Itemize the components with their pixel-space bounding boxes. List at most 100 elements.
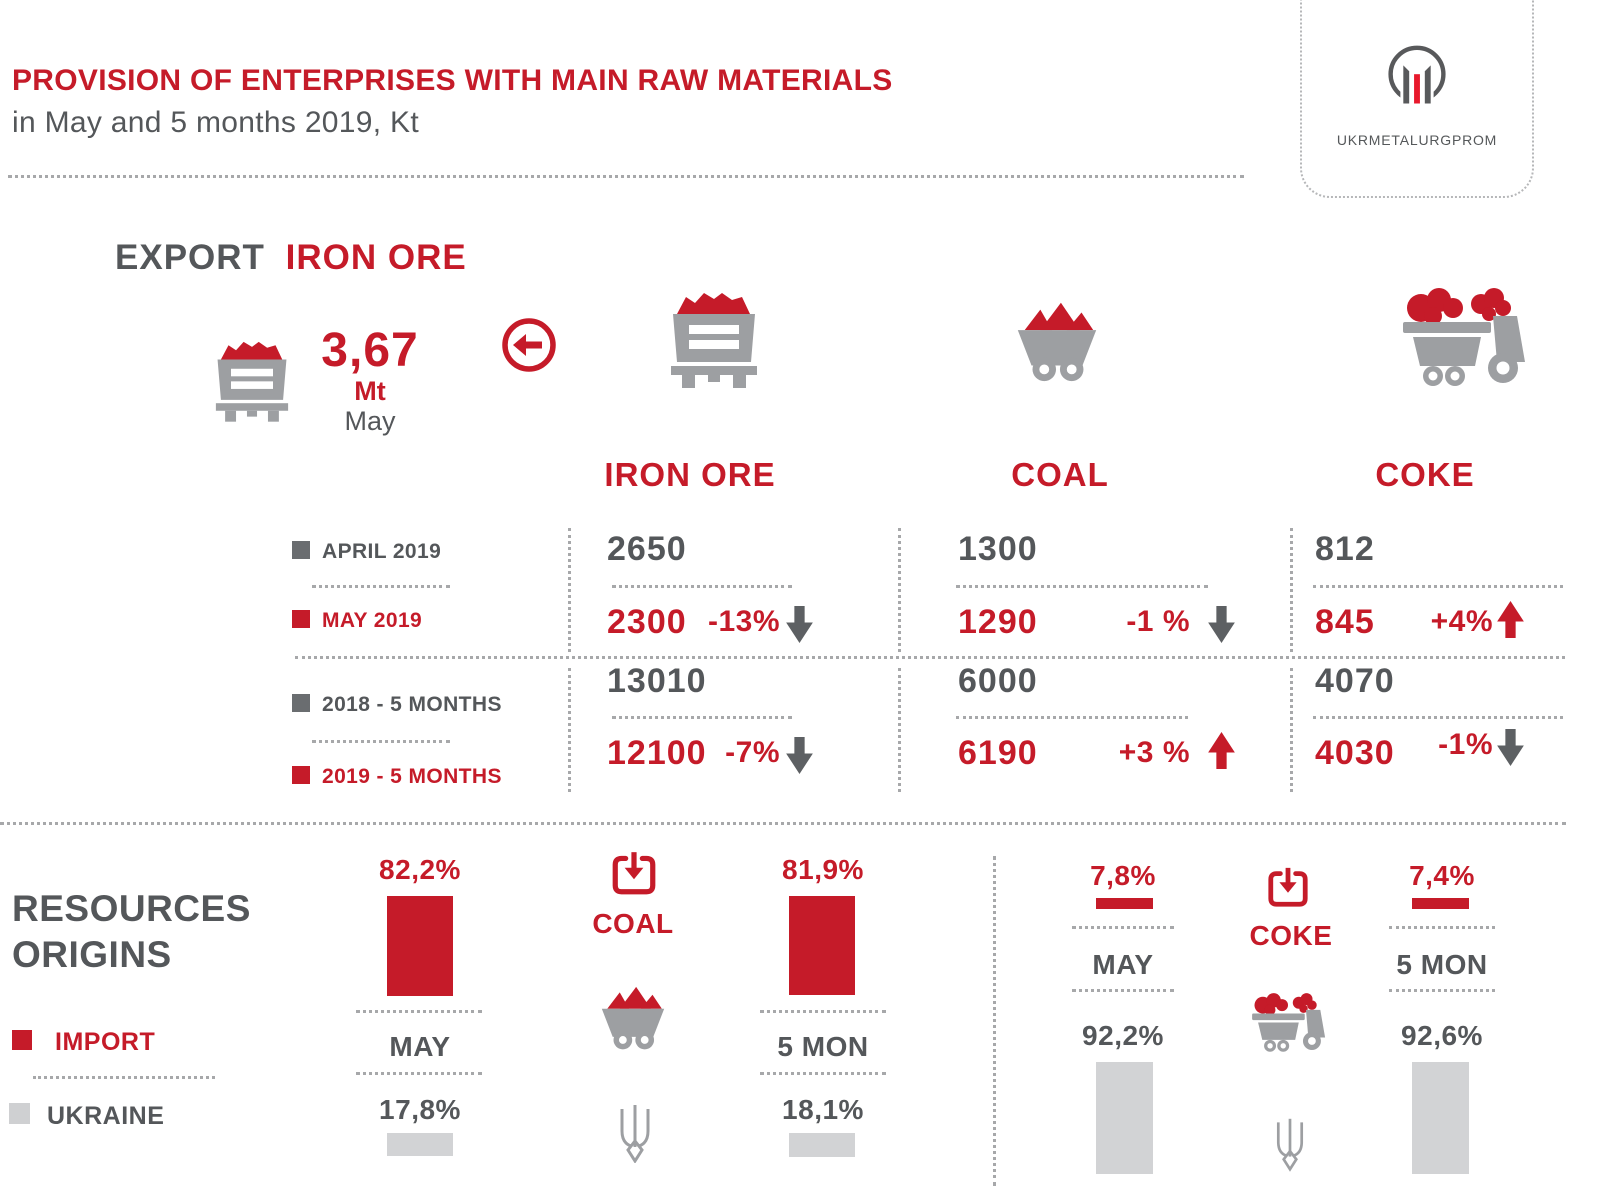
value-coke-2018-5m: 4070 <box>1315 662 1395 700</box>
export-heading-material: IRON ORE <box>285 238 467 277</box>
delta-iron-ore-may: -13% <box>707 605 780 638</box>
value-divider <box>956 716 1188 719</box>
origins-divider <box>1389 989 1495 992</box>
import-icon <box>1268 867 1308 907</box>
ukrmetalurgprom-logo-icon <box>1388 45 1446 112</box>
coke-5mon-ukraine-bar <box>1412 1062 1469 1174</box>
origins-divider <box>1072 926 1174 929</box>
row-label-2019-5m: 2019 - 5 MONTHS <box>322 765 502 788</box>
coal-5mon-ukraine-pct: 18,1% <box>782 1094 864 1125</box>
row-label-divider <box>312 740 450 743</box>
import-icon <box>612 852 656 895</box>
origins-group-separator <box>993 856 996 1186</box>
origins-heading-line1: RESOURCES <box>12 888 251 929</box>
export-heading: EXPORT IRON ORE <box>115 238 467 278</box>
value-iron-ore-may: 2300 <box>607 603 687 641</box>
page-subtitle: in May and 5 months 2019, Kt <box>12 106 419 139</box>
row-label-april-2019: APRIL 2019 <box>322 540 442 563</box>
origins-coal-label: COAL <box>592 908 674 939</box>
export-value: 3,67 <box>321 324 419 377</box>
coke-5mon-import-pct: 7,4% <box>1409 860 1475 891</box>
column-separator <box>898 528 901 652</box>
legend-divider <box>33 1076 215 1079</box>
origins-divider <box>760 1072 886 1075</box>
delta-coke-5m: -1% <box>1438 728 1493 761</box>
coal-cart-icon <box>1017 302 1097 382</box>
legend-ukraine-label: UKRAINE <box>47 1102 165 1130</box>
export-arrow-icon <box>502 318 556 372</box>
legend-square-2019-5m <box>292 766 310 784</box>
coke-may-import-bar <box>1096 898 1153 909</box>
delta-coal-may: -1 % <box>1126 605 1190 638</box>
coke-5mon-ukraine-pct: 92,6% <box>1401 1020 1483 1051</box>
ukraine-trident-icon <box>620 1105 650 1163</box>
column-separator <box>898 668 901 792</box>
coal-5mon-import-pct: 81,9% <box>782 854 864 885</box>
page-title: PROVISION OF ENTERPRISES WITH MAIN RAW M… <box>12 64 893 97</box>
origins-divider <box>760 1010 886 1013</box>
value-divider <box>612 585 792 588</box>
value-divider <box>612 716 792 719</box>
value-divider <box>956 585 1208 588</box>
value-coal-2018-5m: 6000 <box>958 662 1038 700</box>
coke-may-ukraine-bar <box>1096 1062 1153 1174</box>
coal-may-ukraine-pct: 17,8% <box>379 1094 461 1125</box>
legend-square-may-2019 <box>292 610 310 628</box>
header-divider <box>8 175 1244 178</box>
legend-square-april-2019 <box>292 541 310 559</box>
coke-5mon-import-bar <box>1412 898 1469 909</box>
row-label-may-2019: MAY 2019 <box>322 609 423 632</box>
coal-cart-icon <box>601 986 665 1050</box>
coke-may-import-pct: 7,8% <box>1090 860 1156 891</box>
origins-divider <box>356 1072 482 1075</box>
arrow-down-icon <box>786 737 813 774</box>
column-separator <box>1290 668 1293 792</box>
value-divider <box>1313 716 1563 719</box>
legend-square-import <box>12 1030 32 1050</box>
coke-5mon-period-label: 5 MON <box>1396 949 1488 980</box>
value-iron-ore-2019-5m: 12100 <box>607 734 707 772</box>
value-divider <box>1313 585 1563 588</box>
arrow-down-icon <box>1208 606 1235 643</box>
row-label-divider <box>312 585 450 588</box>
value-coal-april: 1300 <box>958 530 1038 568</box>
ukraine-trident-icon <box>1276 1118 1304 1172</box>
export-period: May <box>344 406 396 436</box>
export-heading-export: EXPORT <box>115 238 265 277</box>
coal-may-ukraine-bar <box>387 1133 453 1156</box>
origins-divider <box>1072 989 1174 992</box>
coal-5mon-ukraine-bar <box>789 1133 855 1157</box>
value-coke-april: 812 <box>1315 530 1375 568</box>
legend-import-label: IMPORT <box>55 1028 156 1056</box>
value-iron-ore-2018-5m: 13010 <box>607 662 707 700</box>
coke-may-period-label: MAY <box>1092 949 1154 980</box>
column-header-coal: COAL <box>1011 456 1109 493</box>
coal-may-import-pct: 82,2% <box>379 854 461 885</box>
logo-card: UKRMETALURGPROM <box>1300 0 1534 198</box>
origins-heading-line2: ORIGINS <box>12 934 172 975</box>
delta-coke-may: +4% <box>1430 605 1493 638</box>
iron-ore-wagon-icon <box>671 293 757 388</box>
arrow-up-icon <box>1208 732 1235 769</box>
origins-divider <box>1389 926 1495 929</box>
delta-iron-ore-5m: -7% <box>725 736 780 769</box>
value-coal-may: 1290 <box>958 603 1038 641</box>
column-separator <box>568 668 571 792</box>
column-header-coke: COKE <box>1375 456 1475 493</box>
coal-5mon-period-label: 5 MON <box>777 1031 869 1062</box>
value-coke-may: 845 <box>1315 603 1375 641</box>
origins-coke-label: COKE <box>1249 920 1333 951</box>
value-iron-ore-april: 2650 <box>607 530 687 568</box>
legend-square-ukraine <box>9 1103 30 1124</box>
coke-truck-icon <box>1403 288 1525 386</box>
value-coal-2019-5m: 6190 <box>958 734 1038 772</box>
value-coke-2019-5m: 4030 <box>1315 734 1395 772</box>
coal-may-import-bar <box>387 896 453 996</box>
logo-text: UKRMETALURGPROM <box>1336 132 1498 148</box>
coal-5mon-import-bar <box>789 896 855 995</box>
origins-divider <box>356 1010 482 1013</box>
export-value-block: 3,67 Mt May <box>305 324 435 437</box>
arrow-down-icon <box>1497 729 1524 766</box>
arrow-down-icon <box>786 606 813 643</box>
